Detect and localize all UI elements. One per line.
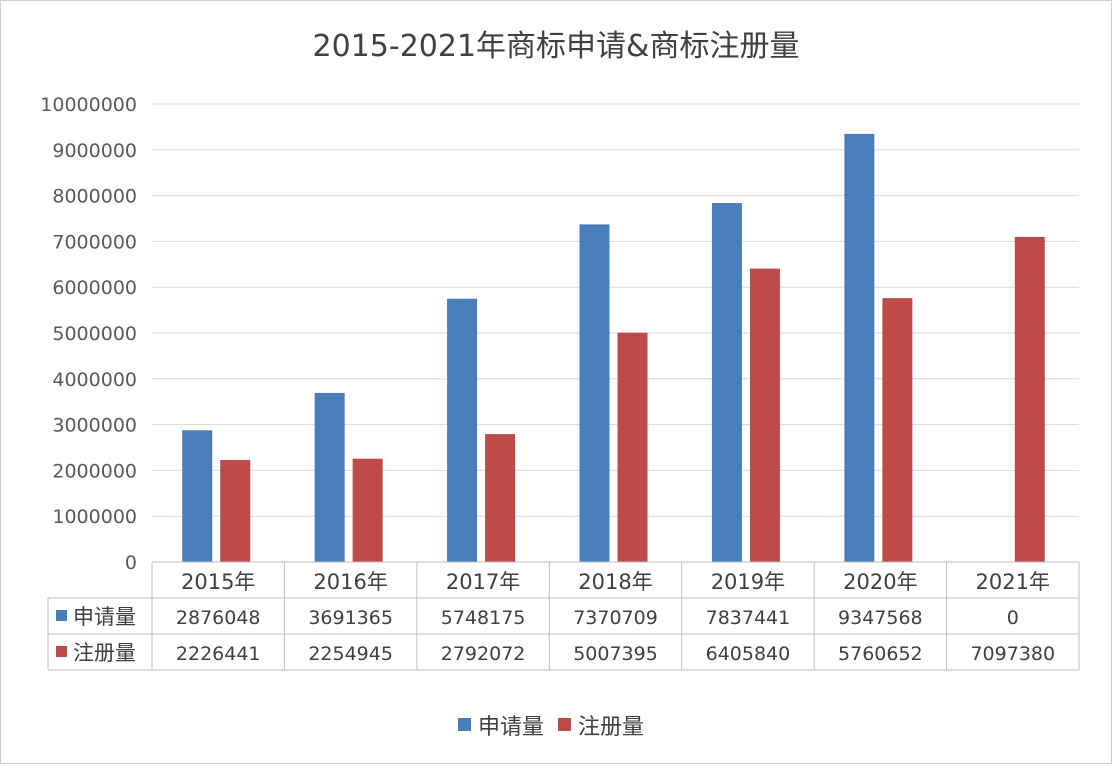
bar-application	[447, 298, 478, 562]
data-label: 5748175	[441, 607, 526, 629]
bar-registration	[1014, 236, 1045, 562]
y-tick-label: 1000000	[52, 506, 137, 528]
x-tick-label: 2015年	[181, 570, 255, 594]
y-tick-label: 10000000	[40, 94, 137, 116]
data-label: 0	[1007, 607, 1019, 629]
legend-key	[558, 718, 571, 731]
bar-registration	[749, 268, 780, 562]
data-label: 6405840	[706, 643, 791, 665]
bar-registration	[882, 298, 913, 562]
legend: 申请量 注册量	[458, 715, 644, 740]
y-tick-label: 4000000	[52, 369, 137, 391]
legend-label: 注册量	[578, 715, 644, 740]
y-tick-label: 2000000	[52, 460, 137, 482]
table-series-label: 注册量	[73, 641, 136, 665]
data-label: 2876048	[176, 607, 261, 629]
table-series-label: 申请量	[73, 605, 136, 629]
grid-lines	[152, 103, 1079, 517]
y-tick-label: 5000000	[52, 323, 137, 345]
bar-application	[844, 133, 875, 562]
x-tick-label: 2021年	[976, 570, 1050, 594]
x-tick-label: 2017年	[446, 570, 520, 594]
chart-title: 2015-2021年商标申请&商标注册量	[313, 29, 800, 64]
data-label: 7837441	[706, 607, 791, 629]
data-label: 9347568	[838, 607, 923, 629]
data-label: 2254945	[308, 643, 393, 665]
bar-registration	[352, 458, 383, 562]
data-label: 5760652	[838, 643, 923, 665]
legend-label: 申请量	[478, 715, 544, 740]
data-label: 5007395	[573, 643, 658, 665]
x-tick-label: 2016年	[313, 570, 387, 594]
bar-registration	[220, 460, 251, 562]
data-label: 2792072	[441, 643, 526, 665]
y-tick-label: 0	[125, 552, 137, 574]
legend-key	[458, 718, 471, 731]
table-legend-key	[56, 646, 67, 657]
table-legend-key	[56, 610, 67, 621]
bar-application	[711, 203, 742, 562]
bar-application	[579, 224, 610, 563]
bar-application	[182, 430, 213, 562]
bar-registration	[485, 434, 516, 562]
y-tick-label: 9000000	[52, 140, 137, 162]
y-tick-label: 3000000	[52, 415, 137, 437]
y-tick-label: 7000000	[52, 231, 137, 253]
x-tick-label: 2018年	[578, 570, 652, 594]
data-label: 7370709	[573, 607, 658, 629]
data-label: 2226441	[176, 643, 261, 665]
data-label: 7097380	[970, 643, 1055, 665]
bars	[182, 133, 1045, 563]
x-tick-label: 2019年	[711, 570, 785, 594]
y-tick-label: 6000000	[52, 277, 137, 299]
bar-registration	[617, 332, 648, 562]
data-label: 3691365	[308, 607, 393, 629]
x-tick-label: 2020年	[843, 570, 917, 594]
y-tick-label: 8000000	[52, 186, 137, 208]
bar-application	[314, 392, 345, 562]
y-axis: 0 1000000 2000000 3000000 4000000 5000000 6000…	[40, 94, 137, 574]
